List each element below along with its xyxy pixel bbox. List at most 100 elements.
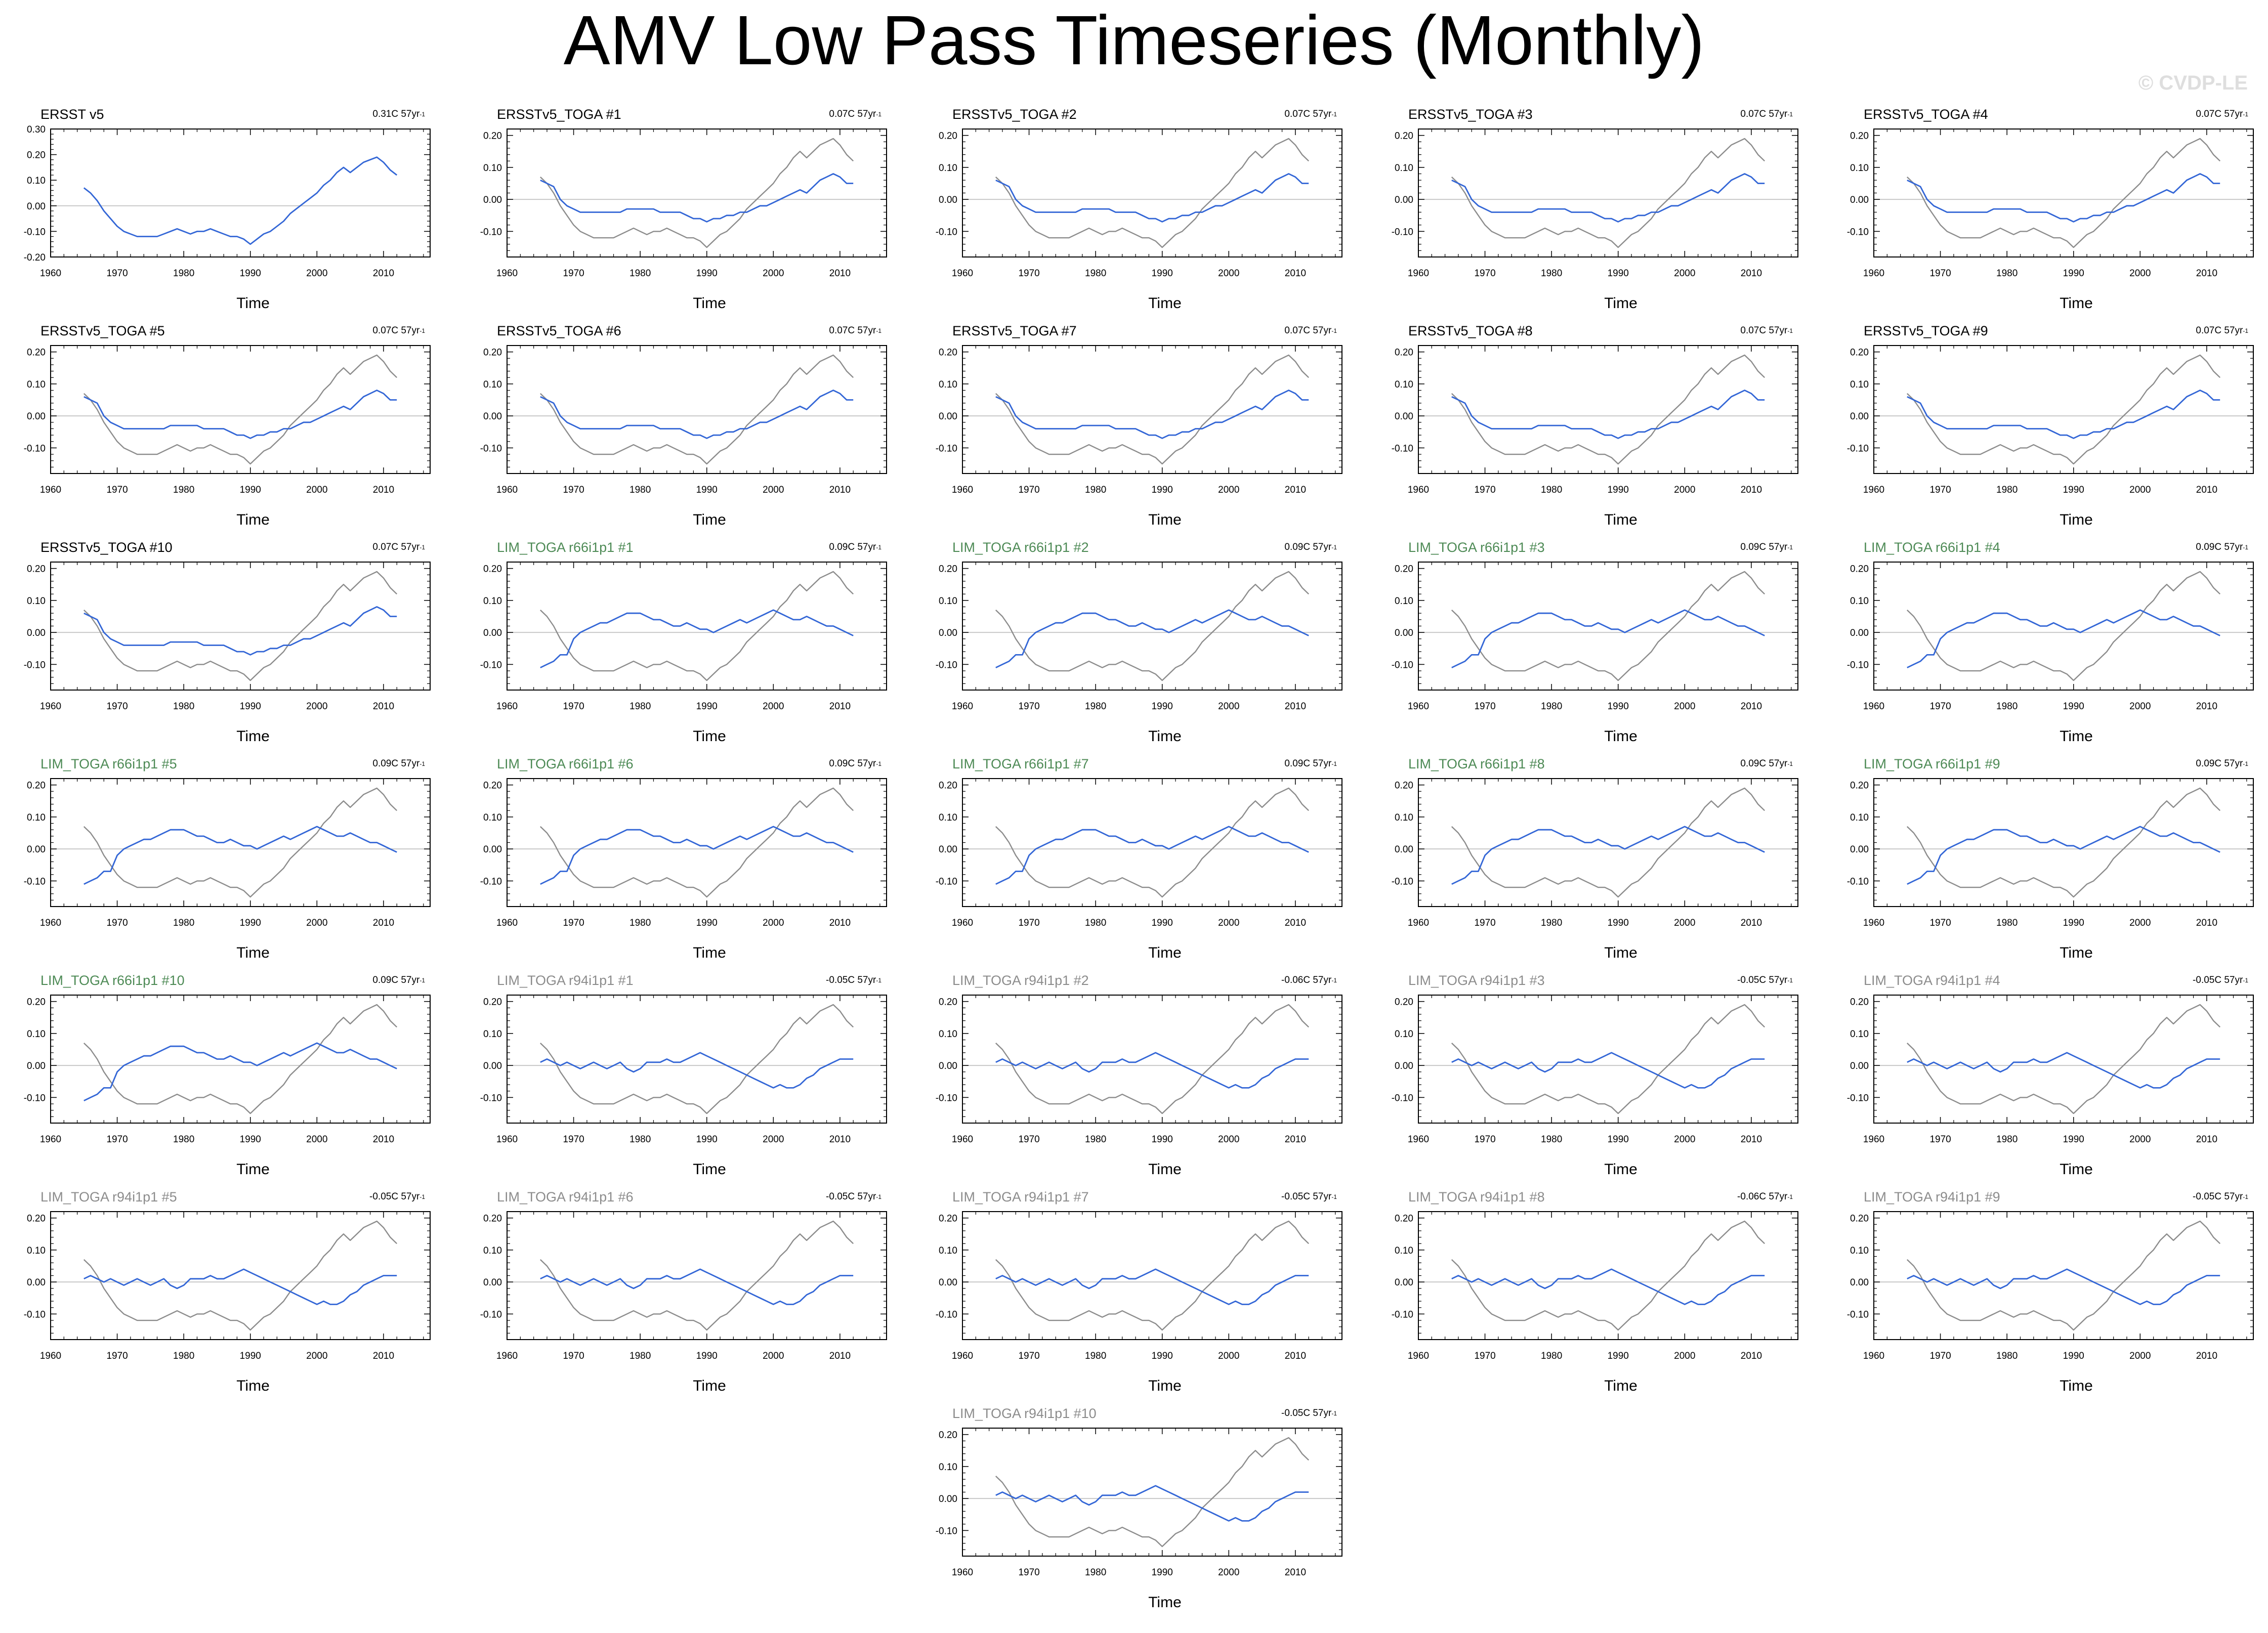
x-tick-label: 1970 — [106, 1134, 128, 1145]
x-tick-label: 1990 — [1608, 1134, 1629, 1145]
panel-trend-text: -0.05C 57yr — [2193, 1191, 2243, 1202]
trend-exponent: -1 — [419, 111, 425, 118]
x-tick-label: 2010 — [1285, 918, 1306, 928]
x-tick-label: 1990 — [696, 701, 718, 712]
x-tick-label: 1980 — [629, 485, 651, 495]
y-tick-label: -0.10 — [480, 1309, 502, 1320]
x-tick-label: 1970 — [563, 1351, 584, 1361]
reference-series-line — [539, 571, 854, 681]
panel-title: LIM_TOGA r66i1p1 #1 — [497, 540, 634, 555]
y-tick-label: 0.00 — [1395, 1277, 1413, 1288]
x-tick-label: 1980 — [1085, 485, 1106, 495]
panel-chart: 1960 1970 1980 1990 2000 2010 -0.10 0.00 0.10 0.2… — [1392, 1211, 1798, 1361]
y-tick-label: 0.20 — [1395, 781, 1413, 791]
x-tick-label: 2010 — [1285, 268, 1306, 279]
panel-trend: -0.05C 57yr-1 — [1281, 1190, 1337, 1204]
panel-trend: 0.07C 57yr-1 — [2196, 107, 2248, 121]
x-axis-label: Time — [2060, 1378, 2093, 1394]
panel-trend-text: 0.09C 57yr — [829, 758, 876, 769]
x-tick-label: 1960 — [952, 485, 973, 495]
chart-panel: ERSSTv5_TOGA #5 0.07C 57yr-1 1960 1970 1980 1… — [0, 323, 445, 535]
panel-trend: 0.07C 57yr-1 — [1284, 324, 1337, 338]
panel-chart: 1960 1970 1980 1990 2000 2010 -0.10 0.00 0.10 0.2… — [1847, 345, 2254, 495]
plot-frame — [507, 128, 887, 257]
y-tick-label: 0.00 — [1850, 1277, 1869, 1288]
panel-trend: 0.07C 57yr-1 — [1740, 107, 1793, 121]
chart-panel: ERSSTv5_TOGA #1 0.07C 57yr-1 1960 1970 1980 1… — [456, 106, 902, 319]
trend-exponent: -1 — [1331, 327, 1337, 334]
plot-frame — [962, 1428, 1342, 1557]
y-tick-label: -0.10 — [1847, 1093, 1869, 1103]
x-tick-label: 1970 — [1929, 918, 1951, 928]
chart-panel: ERSSTv5_TOGA #4 0.07C 57yr-1 1960 1970 1980 1… — [1823, 106, 2268, 319]
x-tick-label: 1970 — [563, 485, 584, 495]
y-tick-label: 0.00 — [27, 844, 46, 855]
series-line — [995, 173, 1309, 223]
plot-frame — [962, 562, 1342, 691]
x-tick-label: 1960 — [40, 1351, 61, 1361]
reference-series-line — [995, 354, 1310, 465]
series-line — [1907, 1052, 2220, 1089]
reference-series-line — [1451, 571, 1766, 681]
panel-trend: 0.07C 57yr-1 — [1284, 107, 1337, 121]
x-tick-label: 1970 — [1474, 1351, 1495, 1361]
y-tick-label: 0.20 — [939, 997, 957, 1008]
reference-series-line — [539, 1004, 854, 1114]
x-tick-label: 1960 — [952, 1351, 973, 1361]
plot-frame — [1418, 1211, 1798, 1340]
trend-exponent: -1 — [876, 1193, 881, 1200]
reference-series-line — [1451, 354, 1766, 465]
x-tick-label: 2010 — [1285, 1134, 1306, 1145]
y-tick-label: 0.20 — [1395, 564, 1413, 575]
y-tick-label: 0.00 — [1850, 411, 1869, 422]
x-tick-label: 2000 — [2129, 1351, 2151, 1361]
series-line — [1907, 390, 2220, 439]
y-tick-label: 0.20 — [1850, 781, 1869, 791]
reference-series-line — [83, 571, 398, 681]
x-axis-label: Time — [1148, 1594, 1182, 1611]
chart-panel: LIM_TOGA r94i1p1 #10 -0.05C 57yr-1 1960 197… — [912, 1405, 1357, 1618]
x-tick-label: 1970 — [1018, 1351, 1039, 1361]
x-tick-label: 1980 — [173, 268, 194, 279]
x-tick-label: 2010 — [373, 701, 394, 712]
plot-frame — [50, 562, 431, 691]
x-axis-label: Time — [1604, 1378, 1637, 1394]
panel-title: LIM_TOGA r66i1p1 #7 — [952, 756, 1089, 771]
y-tick-label: 0.20 — [27, 564, 46, 575]
panel-title: LIM_TOGA r66i1p1 #6 — [497, 756, 634, 771]
x-tick-label: 1990 — [2063, 701, 2084, 712]
panel-trend: 0.09C 57yr-1 — [2196, 757, 2248, 771]
x-tick-label: 1970 — [1474, 268, 1495, 279]
panel-trend: 0.09C 57yr-1 — [829, 757, 881, 771]
panel-chart: 1960 1970 1980 1990 2000 2010 -0.10 0.00 0.10 0.2… — [936, 778, 1342, 928]
panel-trend: -0.05C 57yr-1 — [2193, 1190, 2248, 1204]
series-line — [83, 1268, 397, 1305]
x-tick-label: 1970 — [1018, 268, 1039, 279]
x-tick-label: 2010 — [829, 701, 851, 712]
x-axis-label: Time — [236, 295, 270, 312]
x-tick-label: 1990 — [1152, 268, 1173, 279]
trend-exponent: -1 — [1787, 760, 1793, 767]
watermark: © CVDP-LE — [2138, 72, 2248, 94]
panel-trend: 0.09C 57yr-1 — [372, 973, 425, 987]
x-tick-label: 1990 — [1608, 1351, 1629, 1361]
x-tick-label: 2010 — [1741, 1351, 1762, 1361]
x-tick-label: 2010 — [1741, 485, 1762, 495]
trend-exponent: -1 — [1331, 544, 1337, 551]
y-tick-label: -0.10 — [480, 876, 502, 887]
y-tick-label: 0.30 — [27, 124, 46, 135]
y-tick-label: 0.00 — [1395, 1061, 1413, 1071]
y-tick-label: 0.20 — [1850, 348, 1869, 358]
x-tick-label: 1960 — [1863, 1351, 1884, 1361]
x-tick-label: 2000 — [1218, 918, 1239, 928]
panel-trend-text: 0.09C 57yr — [2196, 542, 2243, 552]
panel-title: LIM_TOGA r66i1p1 #2 — [952, 540, 1089, 555]
series-line — [995, 1268, 1309, 1305]
chart-panel: LIM_TOGA r66i1p1 #5 0.09C 57yr-1 1960 1970 1… — [0, 756, 445, 968]
x-tick-label: 2000 — [1674, 1134, 1695, 1145]
x-tick-label: 2000 — [306, 485, 327, 495]
x-tick-label: 1990 — [1608, 268, 1629, 279]
x-tick-label: 1980 — [1085, 1351, 1106, 1361]
reference-series-line — [995, 1220, 1310, 1331]
series-line — [540, 1268, 854, 1305]
